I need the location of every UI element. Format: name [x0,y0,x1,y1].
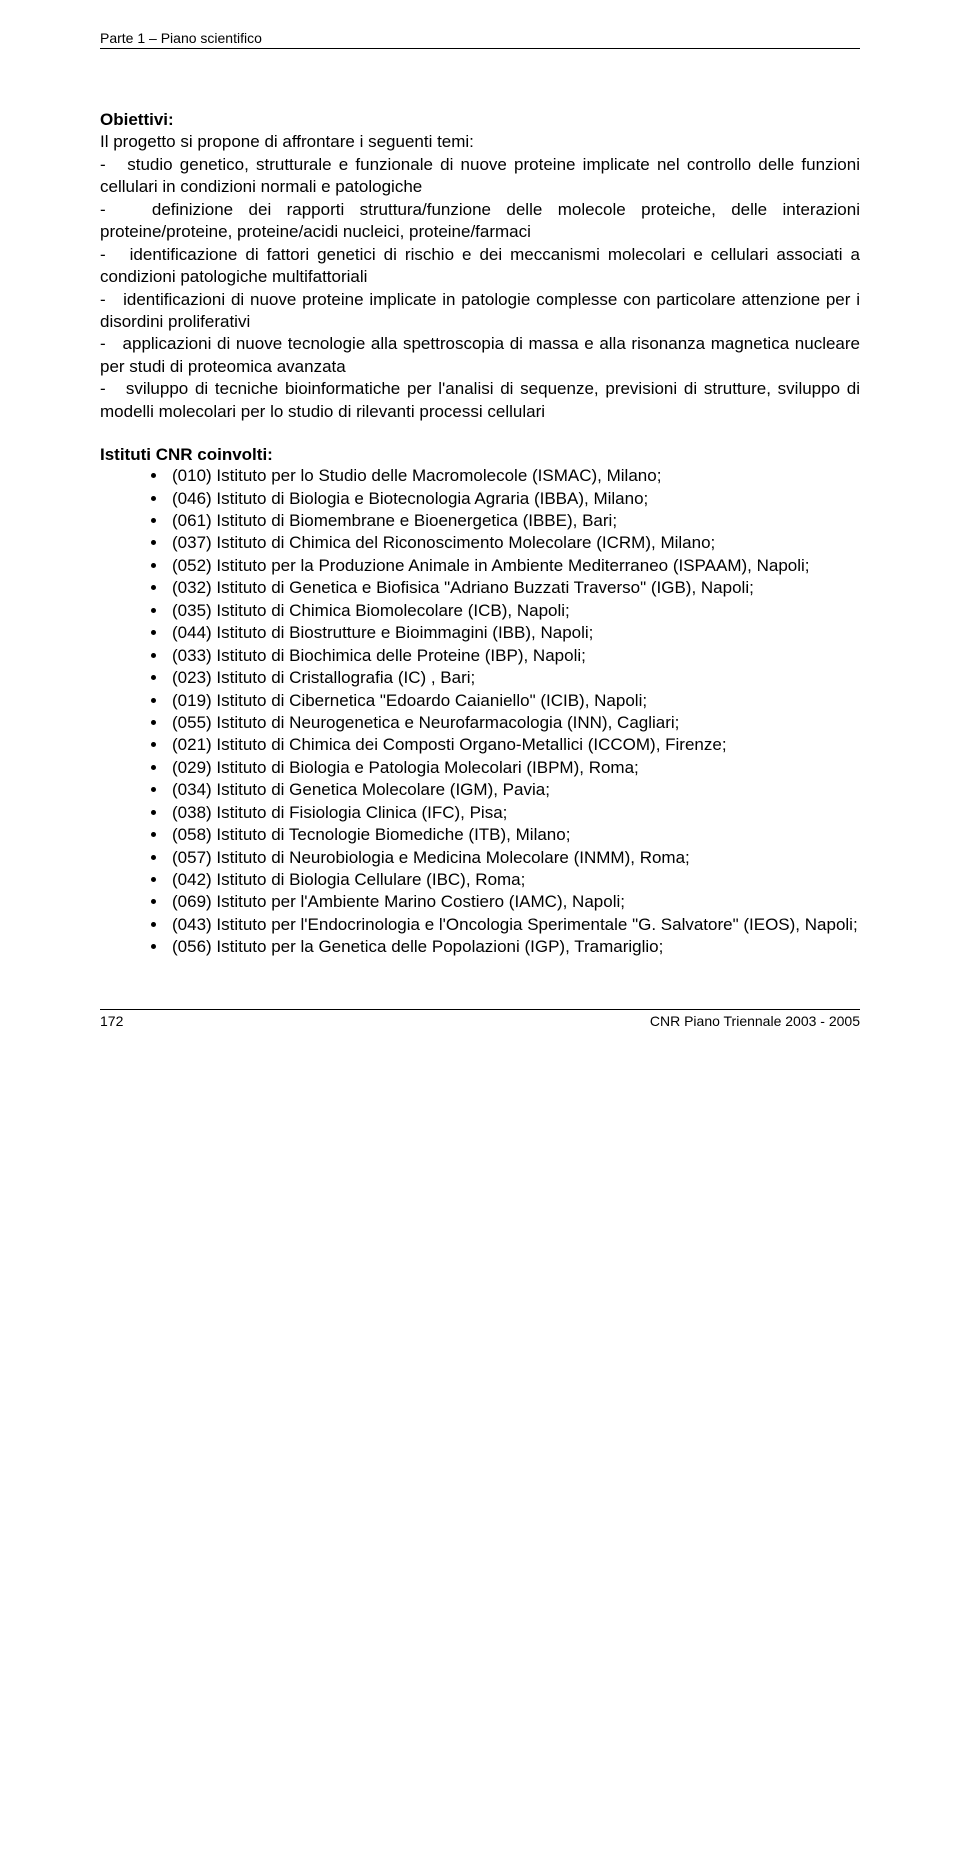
istituto-item: (038) Istituto di Fisiologia Clinica (IF… [168,802,860,824]
istituto-item: (033) Istituto di Biochimica delle Prote… [168,645,860,667]
page-header: Parte 1 – Piano scientifico [100,30,860,49]
obiettivi-item: - identificazioni di nuove proteine impl… [100,290,860,331]
istituto-item: (046) Istituto di Biologia e Biotecnolog… [168,488,860,510]
istituto-item: (042) Istituto di Biologia Cellulare (IB… [168,869,860,891]
page-number: 172 [100,1013,123,1029]
istituti-list: (010) Istituto per lo Studio delle Macro… [100,465,860,959]
obiettivi-section: Obiettivi: Il progetto si propone di aff… [100,109,860,423]
obiettivi-item-text: identificazioni di nuove proteine implic… [100,290,860,331]
obiettivi-item-text: studio genetico, strutturale e funzional… [100,155,860,196]
obiettivi-item-text: applicazioni di nuove tecnologie alla sp… [100,334,860,375]
obiettivi-item-text: definizione dei rapporti struttura/funzi… [100,200,860,241]
istituto-item: (057) Istituto di Neurobiologia e Medici… [168,847,860,869]
footer-doc-title: CNR Piano Triennale 2003 - 2005 [650,1013,860,1029]
istituto-item: (034) Istituto di Genetica Molecolare (I… [168,779,860,801]
istituto-item: (061) Istituto di Biomembrane e Bioenerg… [168,510,860,532]
istituto-item: (069) Istituto per l'Ambiente Marino Cos… [168,891,860,913]
page-footer: 172 CNR Piano Triennale 2003 - 2005 [100,1009,860,1029]
obiettivi-item-text: identificazione di fattori genetici di r… [100,245,860,286]
obiettivi-item: - sviluppo di tecniche bioinformatiche p… [100,379,860,420]
istituto-item: (035) Istituto di Chimica Biomolecolare … [168,600,860,622]
istituto-item: (055) Istituto di Neurogenetica e Neurof… [168,712,860,734]
obiettivi-title: Obiettivi: [100,110,174,129]
istituto-item: (037) Istituto di Chimica del Riconoscim… [168,532,860,554]
istituto-item: (052) Istituto per la Produzione Animale… [168,555,860,577]
istituto-item: (056) Istituto per la Genetica delle Pop… [168,936,860,958]
istituto-item: (044) Istituto di Biostrutture e Bioimma… [168,622,860,644]
istituto-item: (019) Istituto di Cibernetica "Edoardo C… [168,690,860,712]
page-container: Parte 1 – Piano scientifico Obiettivi: I… [0,0,960,1059]
istituto-item: (032) Istituto di Genetica e Biofisica "… [168,577,860,599]
istituto-item: (010) Istituto per lo Studio delle Macro… [168,465,860,487]
istituto-item: (043) Istituto per l'Endocrinologia e l'… [168,914,860,936]
obiettivi-item: - identificazione di fattori genetici di… [100,245,860,286]
header-text: Parte 1 – Piano scientifico [100,30,262,46]
obiettivi-item: - applicazioni di nuove tecnologie alla … [100,334,860,375]
istituto-item: (023) Istituto di Cristallografia (IC) ,… [168,667,860,689]
obiettivi-item: - definizione dei rapporti struttura/fun… [100,200,860,241]
istituti-title: Istituti CNR coinvolti: [100,445,860,465]
obiettivi-item: - studio genetico, strutturale e funzion… [100,155,860,196]
istituto-item: (058) Istituto di Tecnologie Biomediche … [168,824,860,846]
istituto-item: (021) Istituto di Chimica dei Composti O… [168,734,860,756]
obiettivi-item-text: sviluppo di tecniche bioinformatiche per… [100,379,860,420]
istituto-item: (029) Istituto di Biologia e Patologia M… [168,757,860,779]
istituti-section: Istituti CNR coinvolti: (010) Istituto p… [100,445,860,959]
obiettivi-intro: Il progetto si propone di affrontare i s… [100,132,474,151]
